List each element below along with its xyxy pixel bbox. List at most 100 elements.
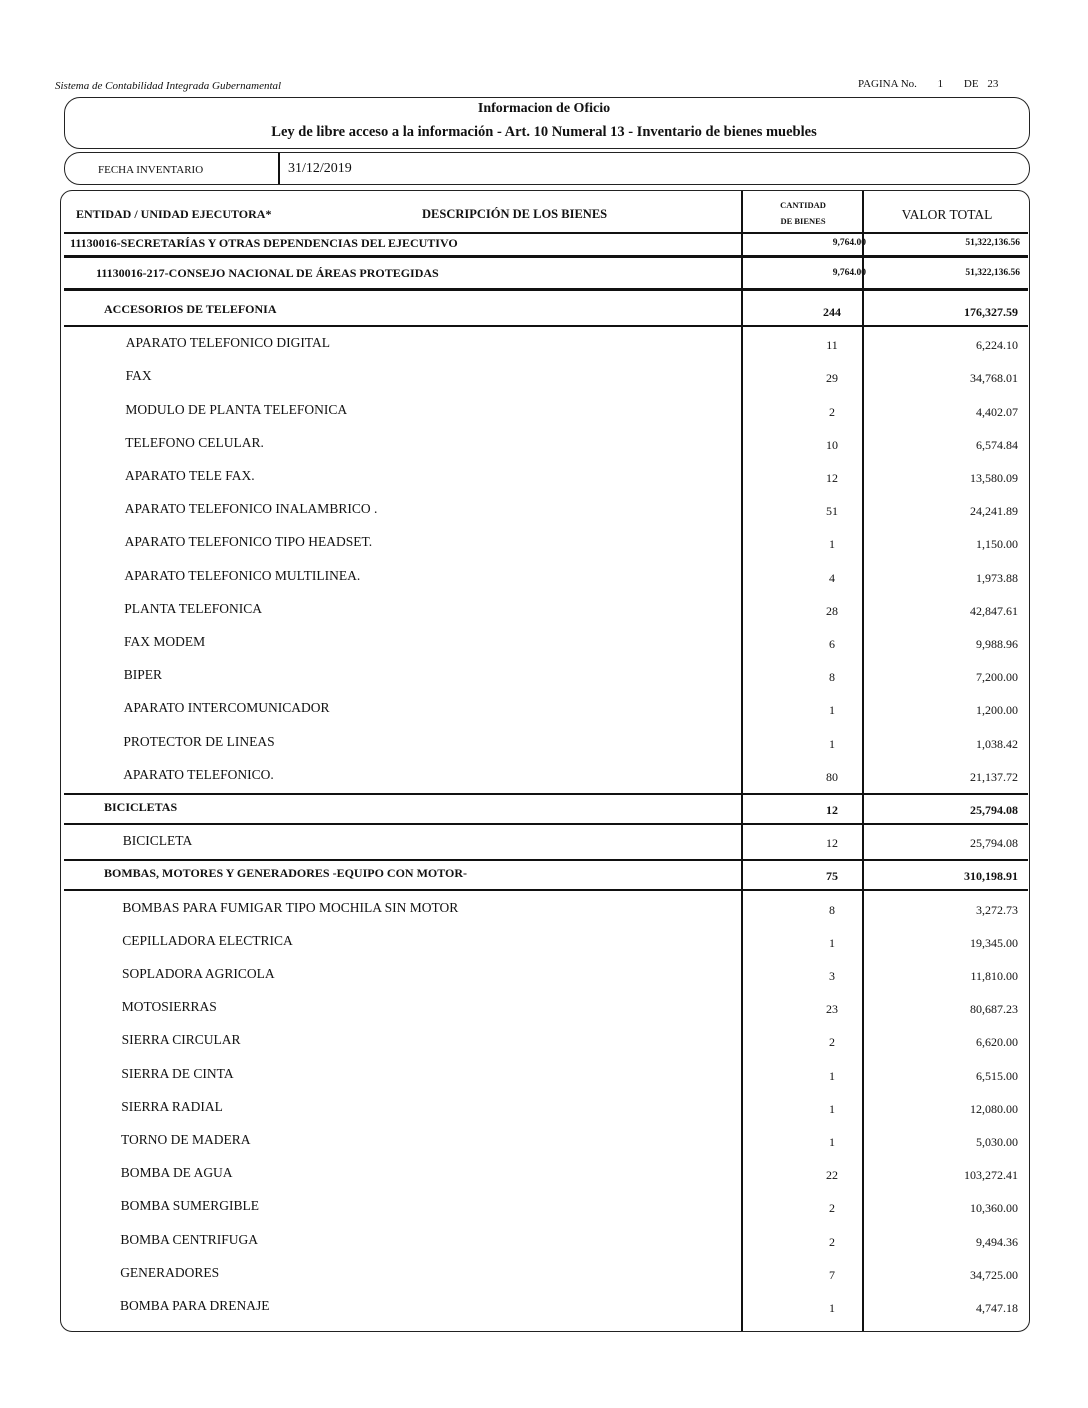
total-value-cell: 9,494.36 <box>976 1234 1018 1249</box>
page-indicator: PAGINA No. 1 DE 23 <box>858 78 998 90</box>
total-value-cell: 7,200.00 <box>976 670 1018 685</box>
total-value-cell: 10,360.00 <box>970 1201 1018 1216</box>
total-value-cell: 6,224.10 <box>976 338 1018 353</box>
category-description: ACCESORIOS DE TELEFONIA <box>104 302 277 316</box>
total-value-cell: 176,327.59 <box>964 305 1018 319</box>
total-value-cell: 19,345.00 <box>970 935 1018 950</box>
col-total-header: VALOR TOTAL <box>901 207 993 222</box>
item-description: FAX MODEM <box>124 634 206 649</box>
inventory-table <box>60 190 1030 1332</box>
total-value-cell: 24,241.89 <box>970 504 1018 519</box>
quantity-cell: 1 <box>829 537 835 552</box>
quantity-cell: 1 <box>829 935 835 950</box>
total-value-cell: 6,620.00 <box>976 1035 1018 1050</box>
item-description: BOMBA DE AGUA <box>120 1165 233 1181</box>
item-description: SIERRA DE CINTA <box>121 1065 234 1081</box>
item-description: BOMBA CENTRIFUGA <box>120 1231 259 1247</box>
item-description: TELEFONO CELULAR. <box>125 434 264 450</box>
item-description: APARATO TELEFONICO. <box>123 766 274 782</box>
quantity-cell: 1 <box>829 736 835 751</box>
quantity-cell: 22 <box>826 1168 838 1183</box>
item-description: BIPER <box>123 667 163 683</box>
item-description: MODULO DE PLANTA TELEFONICA <box>125 401 348 417</box>
quantity-cell: 2 <box>829 404 835 419</box>
quantity-cell: 12 <box>826 471 838 485</box>
item-description: APARATO TELEFONICO TIPO HEADSET. <box>124 534 373 550</box>
col-qty-header: CANTIDAD DE BIENES <box>745 197 861 229</box>
quantity-cell: 6 <box>829 637 835 651</box>
category-description: BICICLETAS <box>104 800 178 814</box>
total-value-cell: 34,725.00 <box>970 1267 1018 1282</box>
item-description: GENERADORES <box>120 1264 220 1280</box>
total-value-cell: 103,272.41 <box>964 1168 1018 1183</box>
document-title: Informacion de Oficio <box>477 101 611 116</box>
divider <box>278 153 280 184</box>
category-description: BOMBAS, MOTORES Y GENERADORES -EQUIPO CO… <box>104 866 468 881</box>
item-description: BOMBA SUMERGIBLE <box>120 1198 259 1214</box>
quantity-cell: 1 <box>829 1135 835 1149</box>
total-value-cell: 1,038.42 <box>976 736 1018 751</box>
item-description: BOMBAS PARA FUMIGAR TIPO MOCHILA SIN MOT… <box>122 899 459 915</box>
quantity-cell: 8 <box>829 670 835 685</box>
item-description: CEPILLADORA ELECTRICA <box>122 932 293 948</box>
total-value-cell: 310,198.91 <box>964 869 1018 884</box>
title-box <box>64 97 1030 149</box>
category-divider <box>64 859 1028 861</box>
quantity-cell: 10 <box>826 437 838 452</box>
document-subtitle: Ley de libre acceso a la información - A… <box>271 124 817 140</box>
item-description: APARATO INTERCOMUNICADOR <box>123 700 330 716</box>
quantity-cell: 12 <box>826 803 838 817</box>
quantity-cell: 2 <box>829 1201 835 1216</box>
col-qty-line2: DE BIENES <box>780 216 826 226</box>
total-value-cell: 3,272.73 <box>976 902 1018 917</box>
system-name: Sistema de Contabilidad Integrada Gubern… <box>55 80 282 92</box>
quantity-cell: 1 <box>829 1301 835 1315</box>
item-description: APARATO TELEFONICO INALAMBRICO . <box>124 501 378 517</box>
quantity-cell: 75 <box>826 869 838 884</box>
total-value-cell: 4,402.07 <box>976 404 1018 419</box>
quantity-cell: 7 <box>829 1267 835 1282</box>
total-value-cell: 6,515.00 <box>976 1068 1018 1083</box>
unit-qty: 9,764.00 <box>832 268 866 278</box>
total-value-cell: 4,747.18 <box>976 1301 1018 1315</box>
total-value-cell: 12,080.00 <box>970 1101 1018 1116</box>
unit-total: 51,322,136.56 <box>965 268 1020 278</box>
quantity-cell: 51 <box>826 504 838 519</box>
total-value-cell: 25,794.08 <box>970 836 1018 851</box>
row-divider <box>64 255 1028 258</box>
quantity-cell: 80 <box>826 769 838 784</box>
total-value-cell: 21,137.72 <box>970 769 1018 784</box>
quantity-cell: 1 <box>829 1101 835 1116</box>
item-description: TORNO DE MADERA <box>121 1132 251 1147</box>
item-description: PLANTA TELEFONICA <box>124 600 262 616</box>
total-value-cell: 6,574.84 <box>976 437 1018 452</box>
page-label: PAGINA No. <box>858 78 917 90</box>
quantity-cell: 1 <box>829 703 835 718</box>
column-divider <box>741 191 743 1331</box>
total-value-cell: 5,030.00 <box>976 1135 1018 1149</box>
quantity-cell: 3 <box>829 969 835 983</box>
total-value-cell: 9,988.96 <box>976 637 1018 651</box>
total-value-cell: 13,580.09 <box>970 471 1018 485</box>
quantity-cell: 1 <box>829 1068 835 1083</box>
category-divider <box>64 793 1028 795</box>
fecha-label: FECHA INVENTARIO <box>98 164 204 176</box>
total-value-cell: 11,810.00 <box>970 969 1018 983</box>
quantity-cell: 4 <box>829 570 835 585</box>
item-description: SOPLADORA AGRICOLA <box>122 966 275 981</box>
row-divider <box>64 288 1028 291</box>
item-description: FAX <box>125 368 152 384</box>
total-value-cell: 25,794.08 <box>970 803 1018 817</box>
date-box <box>64 152 1030 185</box>
quantity-cell: 8 <box>829 902 835 917</box>
quantity-cell: 2 <box>829 1035 835 1050</box>
quantity-cell: 12 <box>826 836 838 851</box>
quantity-cell: 11 <box>826 338 838 353</box>
item-description: APARATO TELE FAX. <box>125 468 255 483</box>
quantity-cell: 244 <box>823 305 841 319</box>
item-description: SIERRA CIRCULAR <box>121 1032 241 1048</box>
total-value-cell: 34,768.01 <box>970 371 1018 386</box>
total-value-cell: 1,150.00 <box>976 537 1018 552</box>
category-divider <box>64 889 1028 891</box>
